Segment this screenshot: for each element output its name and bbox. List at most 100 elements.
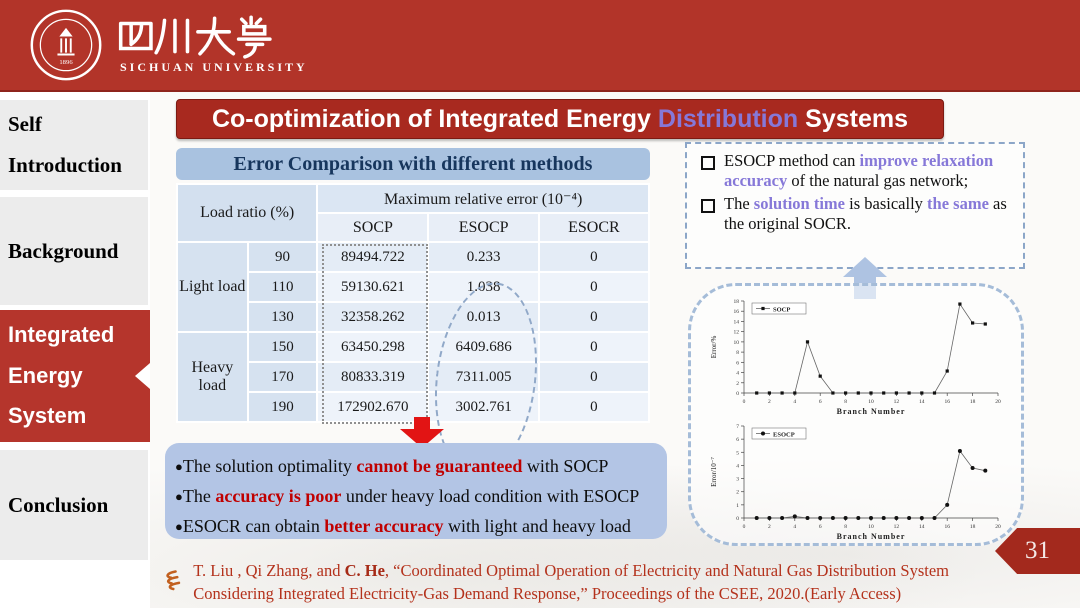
seal-year: 1896 (59, 59, 73, 66)
university-cn-name (118, 15, 272, 59)
svg-text:0: 0 (736, 516, 739, 522)
svg-text:10: 10 (868, 524, 874, 530)
csee-logo-icon (166, 570, 181, 591)
cell-socp: 89494.722 (316, 241, 430, 273)
university-seal-icon: 1896 (30, 9, 102, 81)
svg-text:8: 8 (844, 399, 847, 405)
svg-text:10: 10 (868, 399, 874, 405)
cell-socp: 80833.319 (316, 361, 430, 393)
svg-text:3: 3 (736, 477, 739, 483)
page-number: 31 (1025, 537, 1050, 564)
svg-text:10: 10 (734, 340, 740, 346)
cell-socp: 32358.262 (316, 301, 430, 333)
conclusions-box: ●The solution optimality cannot be guara… (165, 443, 667, 539)
svg-text:8: 8 (736, 350, 739, 356)
error-charts-panel: 0 2 4 6 8 10 12 14 16 18 20 0 2 4 6 8 10 12 14 16 18 Branch N… (688, 283, 1024, 546)
citation-author: C. He (344, 561, 385, 580)
conclusion-item: ●The accuracy is poor under heavy load c… (175, 486, 640, 507)
cell-ratio: 170 (246, 361, 319, 393)
cell-esocp: 6409.686 (427, 331, 540, 363)
svg-text:SOCP: SOCP (773, 307, 790, 314)
svg-text:2: 2 (768, 524, 771, 530)
svg-text:6: 6 (819, 399, 822, 405)
citation-bar: T. Liu , Qi Zhang, and C. He, “Coordinat… (162, 560, 1022, 606)
svg-text:7: 7 (736, 424, 739, 430)
table-row: 190 172902.670 3002.761 0 (177, 391, 651, 423)
svg-text:18: 18 (970, 524, 976, 530)
cell-esocp: 7311.005 (427, 361, 540, 393)
cell-esocp: 3002.761 (427, 391, 540, 423)
cell-esocr: 0 (537, 271, 651, 303)
title-pre: Co-optimization of Integrated Energy (211, 104, 651, 133)
cell-ratio: 150 (246, 331, 319, 363)
error-comparison-table-card: Error Comparison with different methods … (175, 148, 651, 482)
sidebar-item-background[interactable]: Background (0, 197, 148, 305)
svg-text:0: 0 (743, 399, 746, 405)
sidebar-item-conclusion[interactable]: Conclusion (0, 450, 148, 560)
title-highlight: Distribution (657, 104, 799, 133)
title-post: Systems (805, 104, 909, 133)
svg-text:2: 2 (768, 399, 771, 405)
svg-text:2: 2 (736, 381, 739, 387)
table-row: 110 59130.621 1.038 0 (177, 271, 651, 303)
col-header-esocp: ESOCP (427, 212, 540, 243)
svg-text:16: 16 (734, 309, 740, 315)
svg-text:0: 0 (743, 524, 746, 530)
findings-box: ESOCP method can improve relaxation accu… (685, 142, 1025, 269)
col-header-esocr: ESOCR (537, 212, 651, 243)
cell-socp: 59130.621 (316, 271, 430, 303)
svg-text:Error/10⁻⁷: Error/10⁻⁷ (710, 457, 718, 487)
table-title: Error Comparison with different methods (176, 148, 650, 180)
svg-text:5: 5 (736, 450, 739, 456)
svg-text:12: 12 (894, 524, 900, 530)
cell-socp: 63450.298 (316, 331, 430, 363)
svg-text:6: 6 (736, 437, 739, 443)
svg-text:Error/%: Error/% (710, 336, 718, 359)
sidebar-item-label: Integrated Energy System (8, 321, 115, 429)
sidebar-item-integrated-energy-system[interactable]: Integrated Energy System (0, 310, 150, 442)
cell-ratio: 110 (246, 271, 319, 303)
svg-text:20: 20 (995, 399, 1001, 405)
svg-text:18: 18 (734, 299, 740, 305)
col-header-load-ratio: Load ratio (%) (175, 183, 319, 243)
error-comparison-table: Load ratio (%) Maximum relative error (1… (175, 183, 651, 423)
cell-socp: 172902.670 (316, 391, 430, 423)
svg-text:16: 16 (944, 399, 950, 405)
table-row: 130 32358.262 0.013 0 (177, 301, 651, 333)
finding-item: The solution time is basically the same … (701, 194, 1013, 235)
cell-ratio: 190 (246, 391, 319, 423)
table-row: Heavy load 150 63450.298 6409.686 0 (176, 331, 651, 423)
conclusion-item: ●ESOCR can obtain better accuracy with l… (175, 516, 631, 537)
svg-text:6: 6 (736, 360, 739, 366)
cell-esocp: 0.013 (427, 301, 540, 333)
sidebar-item-self-introduction[interactable]: Self Introduction (0, 100, 148, 190)
svg-text:6: 6 (819, 524, 822, 530)
socp-error-chart: 0 2 4 6 8 10 12 14 16 18 20 0 2 4 6 8 10 12 14 16 18 Branch N… (710, 299, 1001, 416)
svg-text:18: 18 (970, 399, 976, 405)
university-banner: 1896 SICHUAN UNIVERSITY (0, 0, 1080, 92)
cell-esocr: 0 (537, 361, 651, 393)
citation-text: T. Liu , Qi Zhang, and C. He, “Coordinat… (193, 561, 949, 603)
cell-ratio: 90 (246, 241, 319, 273)
bullet-icon: ● (175, 489, 183, 505)
svg-text:4: 4 (736, 371, 739, 377)
sidebar-nav: Self Introduction Background Integrated … (0, 92, 150, 608)
finding-item: ESOCP method can improve relaxation accu… (701, 151, 1013, 192)
active-item-notch-icon (135, 363, 150, 389)
svg-text:14: 14 (919, 399, 925, 405)
svg-text:12: 12 (894, 399, 900, 405)
group-label-light-load: Light load (176, 241, 249, 333)
svg-text:20: 20 (995, 524, 1001, 530)
svg-text:Branch Number: Branch Number (837, 532, 906, 541)
table-row: Light load 90 89494.722 0.233 0 (176, 241, 651, 333)
checkbox-bullet-icon (701, 198, 715, 213)
svg-text:14: 14 (919, 524, 925, 530)
cell-ratio: 130 (246, 301, 319, 333)
svg-text:4: 4 (793, 399, 796, 405)
svg-text:12: 12 (734, 330, 740, 336)
slide-title: Co-optimization of Integrated Energy Dis… (176, 99, 944, 139)
cell-esocr: 0 (537, 301, 651, 333)
svg-text:ESOCP: ESOCP (773, 432, 795, 439)
